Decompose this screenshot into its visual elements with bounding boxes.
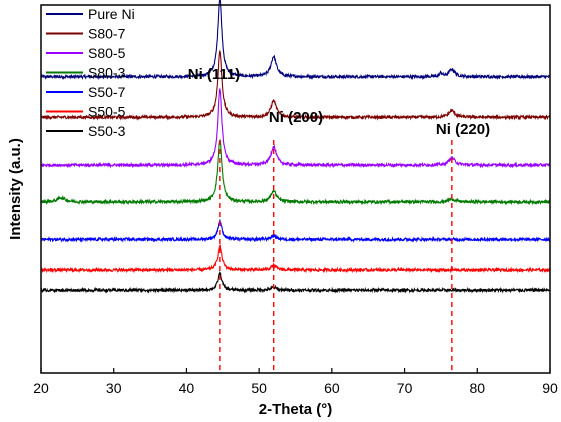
reference-lines bbox=[219, 140, 453, 373]
x-tick-label: 50 bbox=[251, 380, 267, 396]
series-line-s50-5 bbox=[40, 244, 551, 274]
x-tick-label: 20 bbox=[33, 380, 49, 396]
series-line-s50-7 bbox=[40, 218, 551, 243]
legend-label: S80-5 bbox=[88, 45, 126, 61]
legend-label: S80-3 bbox=[88, 65, 126, 81]
legend-label: S50-3 bbox=[88, 123, 126, 139]
legend-label: S80-7 bbox=[88, 26, 126, 42]
peak-label-1: Ni (200) bbox=[269, 109, 323, 126]
series-line-s80-7 bbox=[40, 49, 551, 121]
legend-label: S50-5 bbox=[88, 104, 126, 120]
series-line-s50-3 bbox=[40, 270, 551, 294]
peak-label-2: Ni (220) bbox=[436, 121, 490, 138]
peak-label-0: Ni (111) bbox=[188, 66, 241, 83]
plot-frame bbox=[40, 4, 551, 374]
legend-label: Pure Ni bbox=[88, 6, 135, 22]
series-line-s80-3 bbox=[40, 139, 551, 206]
x-tick-label: 40 bbox=[179, 380, 195, 396]
x-tick-label: 80 bbox=[469, 380, 485, 396]
series-layer bbox=[40, 0, 551, 294]
y-axis-title: Intensity (a.u.) bbox=[7, 138, 24, 240]
x-tick-label: 90 bbox=[542, 380, 558, 396]
x-axis-ticks: 20 30 40 50 60 70 80 90 bbox=[33, 368, 558, 396]
x-tick-label: 30 bbox=[106, 380, 122, 396]
series-line-pure-ni bbox=[40, 0, 551, 81]
series-line-s80-5 bbox=[40, 87, 551, 169]
x-axis-title: 2-Theta (°) bbox=[259, 401, 333, 418]
legend-label: S50-7 bbox=[88, 84, 126, 100]
x-tick-label: 60 bbox=[324, 380, 340, 396]
legend: Pure Ni S80-7 S80-5 S80-3 S50-7 S50-5 S50-3 bbox=[46, 6, 135, 139]
x-tick-label: 70 bbox=[397, 380, 413, 396]
peak-annotations: Ni (111) Ni (200) Ni (220) bbox=[188, 66, 490, 138]
